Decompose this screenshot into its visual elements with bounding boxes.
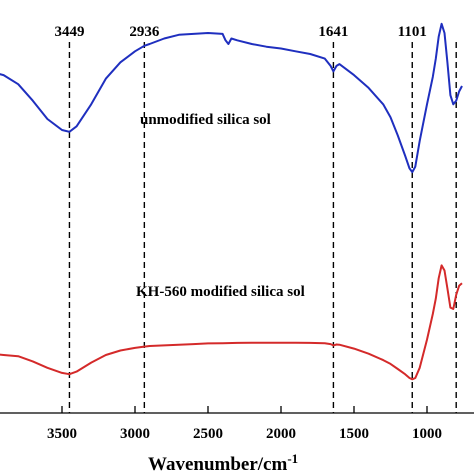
x-tick-label-1000: 1000: [412, 426, 442, 442]
series-label-unmodified: unmodified silica sol: [140, 112, 271, 128]
x-axis-title: Wavenumber/cm-1: [148, 451, 298, 474]
x-tick-label-2500: 2500: [193, 426, 223, 442]
series-lines: [0, 22, 463, 381]
x-tick-label-3500: 3500: [47, 426, 77, 442]
series-label-kh560: KH-560 modified silica sol: [136, 284, 305, 300]
x-tick-label-2000: 2000: [266, 426, 296, 442]
x-axis-title-main: Wavenumber/cm: [148, 454, 287, 474]
peak-label-1641: 1641: [318, 24, 348, 40]
series-line-2: [0, 264, 463, 381]
x-tick-label-3000: 3000: [120, 426, 150, 442]
peak-label-2936: 2936: [129, 24, 160, 40]
peak-label-3449: 3449: [54, 24, 84, 40]
x-tick-label-1500: 1500: [339, 426, 369, 442]
peak-markers: 3449 2936 1641 1101: [54, 24, 457, 413]
series-line-1: [0, 22, 463, 174]
x-axis-ticks: 3500 3000 2500 2000 1500 1000: [47, 406, 442, 442]
x-axis-title-superscript: -1: [287, 451, 298, 466]
text-annotations: unmodified silica sol KH-560 modified si…: [136, 112, 305, 474]
peak-label-1101: 1101: [398, 24, 427, 40]
